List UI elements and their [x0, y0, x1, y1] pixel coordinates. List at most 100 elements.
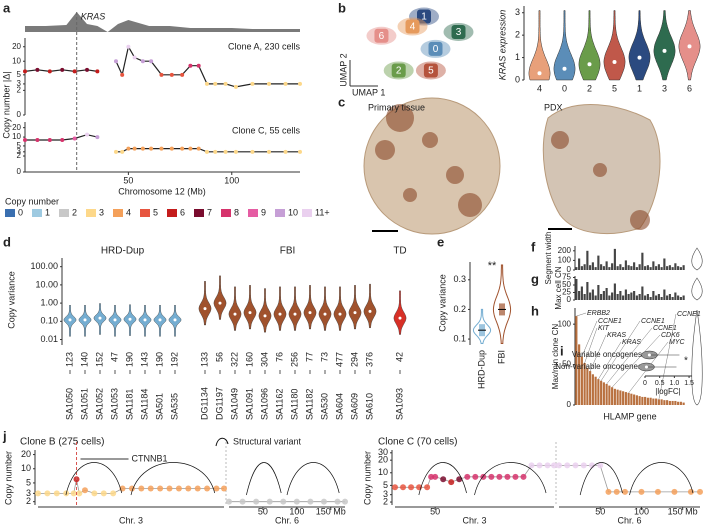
violin: [492, 264, 512, 344]
count-label: 190: [124, 352, 134, 367]
x-tick-label: 5: [612, 83, 617, 93]
bar: [671, 400, 674, 405]
legend-title: Copy number: [5, 196, 59, 206]
y-tick-label: 0: [17, 110, 22, 119]
median: [368, 309, 372, 313]
cn-point: [298, 81, 302, 86]
cn-line: [24, 45, 300, 88]
bar: [613, 283, 616, 300]
bar: [677, 401, 680, 405]
count-label: 76: [274, 352, 284, 362]
bar: [657, 294, 660, 300]
y-tick-label: 0.01: [40, 334, 58, 344]
y-tick-label: 100: [558, 319, 572, 328]
bar: [635, 395, 638, 405]
bar: [605, 288, 608, 300]
median: [203, 307, 207, 311]
cn-point: [408, 484, 415, 491]
cn-point: [113, 59, 118, 64]
median: [637, 55, 642, 60]
bar: [594, 295, 597, 300]
y-tick-label: 2: [17, 151, 22, 160]
bar: [663, 258, 666, 270]
median: [158, 318, 162, 322]
y-tick-label: 0.2: [453, 304, 466, 314]
bar: [671, 297, 674, 300]
y-tick-label: 30: [378, 447, 388, 457]
cluster-label: 1: [421, 12, 427, 23]
bar: [597, 285, 600, 300]
count-label: 47: [109, 352, 119, 362]
cn-point: [613, 488, 620, 495]
cn-point: [551, 462, 557, 469]
x-tick-label: SA1053: [109, 388, 119, 420]
violin: [603, 10, 626, 81]
bar: [591, 262, 594, 270]
x-tick-label: SA1184: [139, 389, 149, 420]
bar: [619, 390, 622, 405]
cn-point: [671, 488, 678, 495]
sv-arc: [130, 462, 216, 496]
cn-point: [204, 485, 211, 492]
y-tick-label: 10.00: [35, 279, 58, 289]
cn-point: [223, 81, 228, 86]
bar: [652, 398, 655, 405]
cn-point: [23, 69, 27, 74]
panel-letter: j: [2, 428, 7, 443]
bar: [613, 248, 616, 270]
y-tick-label: 0: [515, 74, 520, 84]
bar: [682, 295, 685, 300]
cn-point: [76, 490, 83, 497]
annotation-leader: [584, 327, 598, 364]
median: [662, 48, 667, 53]
median: [537, 71, 542, 76]
violin: [273, 286, 287, 331]
bar: [671, 267, 674, 270]
x-tick-label: SA1049: [229, 388, 239, 420]
annotation: CCNE1: [677, 311, 701, 318]
tissue-stain: [375, 140, 395, 160]
bar: [624, 392, 627, 405]
tissue-stain: [446, 166, 464, 184]
bar: [583, 264, 586, 270]
panel-letter: d: [3, 234, 11, 249]
cluster-label: 3: [456, 27, 462, 38]
x-tick-label: SA535: [169, 393, 179, 420]
annotation-leader: [606, 327, 653, 385]
chromosome-label: Chr. 3: [462, 515, 486, 524]
violin: [198, 281, 212, 326]
y-tick-label: 0.1: [453, 333, 466, 343]
bar: [666, 295, 669, 300]
bar: [652, 261, 655, 270]
cn-point: [239, 498, 246, 505]
bar: [633, 262, 636, 270]
legend-label: 5: [153, 207, 158, 217]
bar: [575, 316, 578, 405]
cn-point: [226, 498, 232, 505]
bar: [616, 266, 619, 270]
x-tick-label: SA609: [349, 393, 359, 420]
cn-point: [250, 149, 255, 154]
cn-point: [132, 55, 137, 60]
y-tick-label: 1.00: [40, 297, 58, 307]
annotation: CCNE1: [641, 318, 665, 325]
bar: [679, 401, 682, 405]
cluster-label: 2: [396, 66, 402, 77]
x-tick-label: 4: [537, 83, 542, 93]
category-label: Variable oncogenes: [572, 350, 642, 359]
cn-point: [95, 69, 100, 74]
bar: [624, 260, 627, 270]
panel-letter: f: [531, 239, 536, 254]
series-name: Clone C, 55 cells: [232, 125, 301, 135]
median: [612, 60, 617, 65]
cn-point: [140, 59, 145, 64]
bar: [616, 294, 619, 300]
median: [278, 312, 282, 316]
x-tick-label: 100: [289, 506, 304, 516]
cn-point: [283, 149, 288, 154]
violin: [653, 10, 676, 81]
violin: [228, 286, 242, 331]
cn-point: [266, 149, 271, 154]
median: [562, 66, 567, 71]
cn-point: [180, 72, 185, 77]
